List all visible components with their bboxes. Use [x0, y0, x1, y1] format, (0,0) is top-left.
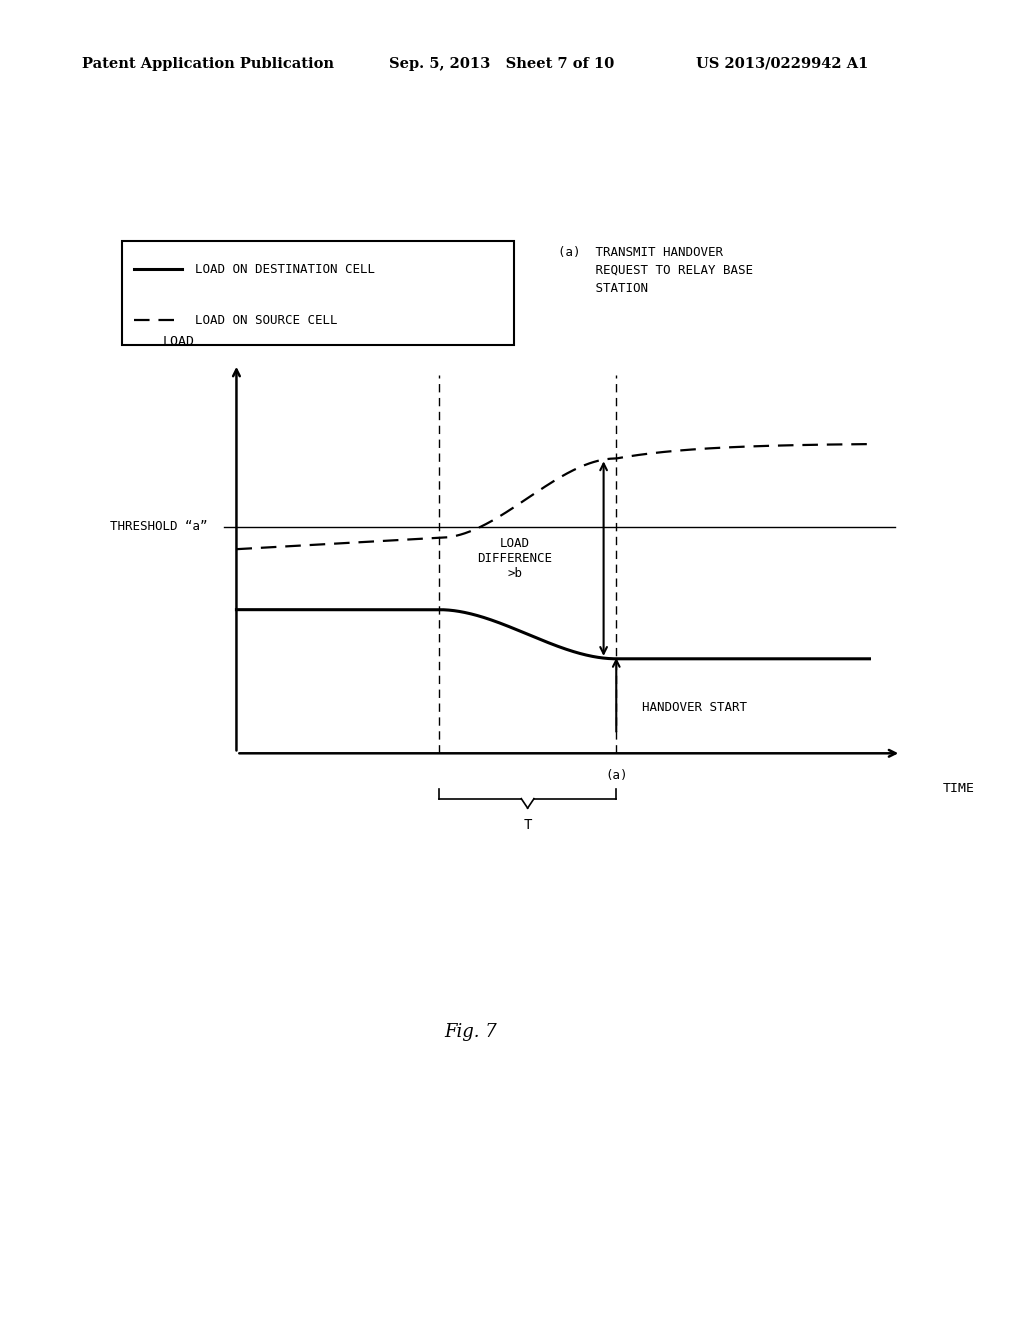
Text: THRESHOLD “a”: THRESHOLD “a” [110, 520, 207, 533]
Text: Fig. 7: Fig. 7 [444, 1023, 498, 1041]
Text: STATION: STATION [558, 282, 648, 296]
Text: Patent Application Publication: Patent Application Publication [82, 57, 334, 71]
Text: (a)  TRANSMIT HANDOVER: (a) TRANSMIT HANDOVER [558, 246, 723, 259]
Text: LOAD ON DESTINATION CELL: LOAD ON DESTINATION CELL [195, 263, 375, 276]
Text: T: T [523, 818, 531, 832]
Text: Sep. 5, 2013   Sheet 7 of 10: Sep. 5, 2013 Sheet 7 of 10 [389, 57, 614, 71]
Text: (a): (a) [605, 770, 628, 783]
Text: LOAD
DIFFERENCE
>b: LOAD DIFFERENCE >b [477, 537, 553, 579]
Text: LOAD ON SOURCE CELL: LOAD ON SOURCE CELL [195, 314, 337, 326]
Text: TIME: TIME [943, 783, 975, 796]
Text: US 2013/0229942 A1: US 2013/0229942 A1 [696, 57, 868, 71]
Text: REQUEST TO RELAY BASE: REQUEST TO RELAY BASE [558, 264, 753, 277]
Text: LOAD: LOAD [163, 335, 195, 348]
Text: HANDOVER START: HANDOVER START [642, 701, 746, 714]
